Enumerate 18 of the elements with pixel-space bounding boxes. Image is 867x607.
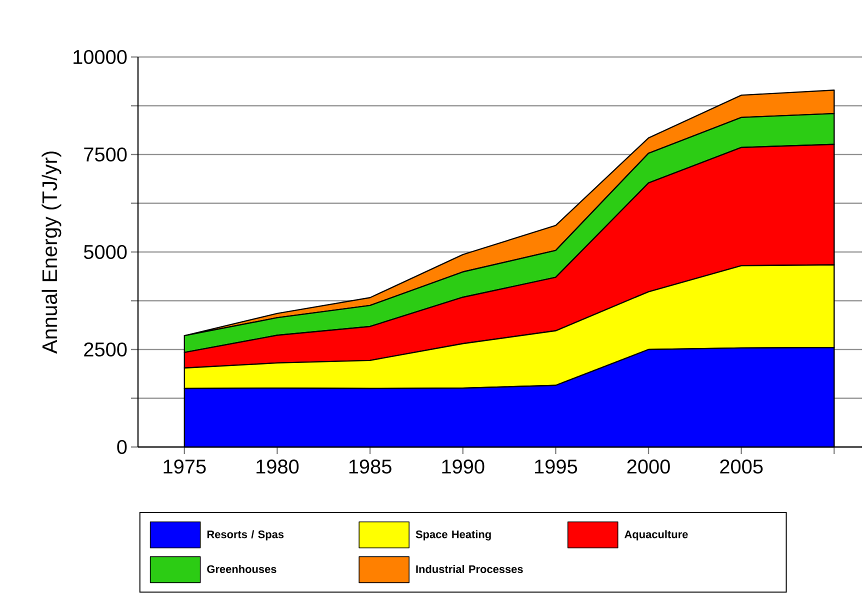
legend-label: Space Heating [416, 530, 491, 540]
legend-label: Aquaculture [624, 530, 688, 540]
x-tick-label: 1990 [442, 460, 484, 474]
x-tick-label: 1975 [164, 460, 206, 474]
x-tick-label: 2000 [627, 460, 670, 474]
y-tick-label: 0 [117, 440, 127, 454]
y-tick-label: 10000 [74, 50, 127, 64]
y-tick-label: 7500 [84, 147, 127, 162]
y-tick-label: 5000 [84, 244, 127, 260]
x-tick-label: 2005 [720, 460, 763, 474]
legend-label: Greenhouses [207, 564, 276, 574]
legend-label: Industrial Processes [416, 564, 523, 574]
x-tick-label: 1980 [256, 460, 299, 474]
y-axis-title: Annual Energy (TJ/yr) [42, 152, 62, 354]
x-tick-label: 1985 [349, 460, 392, 474]
x-tick-label: 1995 [535, 460, 578, 474]
legend-label: Resorts / Spas [207, 530, 284, 540]
y-tick-label: 2500 [84, 342, 127, 357]
